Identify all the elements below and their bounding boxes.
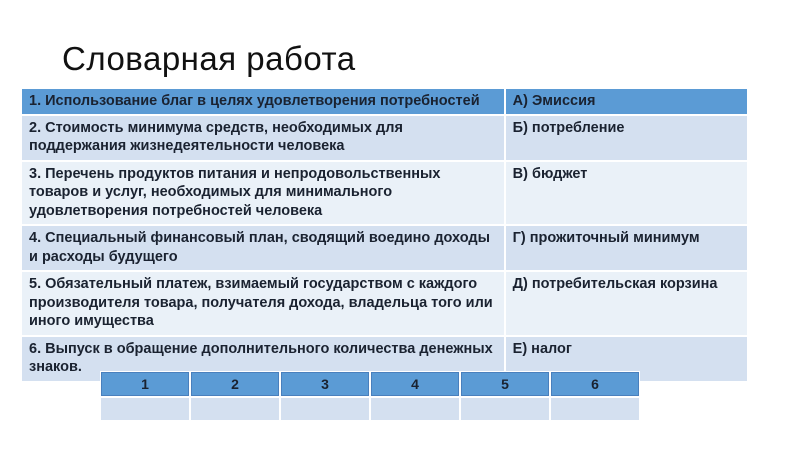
answer-header-row: 1 2 3 4 5 6 (100, 371, 640, 397)
answer-header-cell: 3 (280, 371, 370, 397)
answer-blank-cell (280, 397, 370, 421)
table-row: 6. Выпуск в обращение дополнительного ко… (21, 335, 748, 382)
answer-blank-cell (370, 397, 460, 421)
table-row: 3. Перечень продуктов питания и непродов… (21, 160, 748, 225)
answer-header-cell: 2 (190, 371, 280, 397)
answer-header-cell: 6 (550, 371, 640, 397)
table-row: 5. Обязательный платеж, взимаемый госуда… (21, 271, 748, 336)
definition-cell: 5. Обязательный платеж, взимаемый госуда… (21, 271, 505, 336)
table-row: 4. Специальный финансовый план, сводящий… (21, 225, 748, 271)
answer-blank-row (100, 397, 640, 421)
definition-cell: 3. Перечень продуктов питания и непродов… (21, 160, 505, 225)
definition-cell: 1. Использование благ в целях удовлетвор… (21, 88, 505, 115)
answer-header-cell: 5 (460, 371, 550, 397)
answer-blank-cell (100, 397, 190, 421)
answer-table: 1 2 3 4 5 6 (100, 371, 640, 421)
answer-header-cell: 4 (370, 371, 460, 397)
term-cell: Д) потребительская корзина (504, 271, 748, 336)
vocabulary-table: 1. Использование благ в целях удовлетвор… (21, 88, 748, 382)
term-cell: Б) потребление (504, 114, 748, 161)
answer-blank-cell (460, 397, 550, 421)
answer-blank-cell (550, 397, 640, 421)
table-row: 1. Использование благ в целях удовлетвор… (21, 88, 748, 115)
term-cell: А) Эмиссия (504, 88, 748, 115)
answer-blank-cell (190, 397, 280, 421)
definition-cell: 2. Стоимость минимума средств, необходим… (21, 114, 505, 161)
answer-header-cell: 1 (100, 371, 190, 397)
term-cell: В) бюджет (504, 160, 748, 225)
term-cell: Г) прожиточный минимум (504, 225, 748, 271)
definition-cell: 4. Специальный финансовый план, сводящий… (21, 225, 505, 271)
slide-title: Словарная работа (62, 40, 356, 77)
table-row: 2. Стоимость минимума средств, необходим… (21, 114, 748, 161)
